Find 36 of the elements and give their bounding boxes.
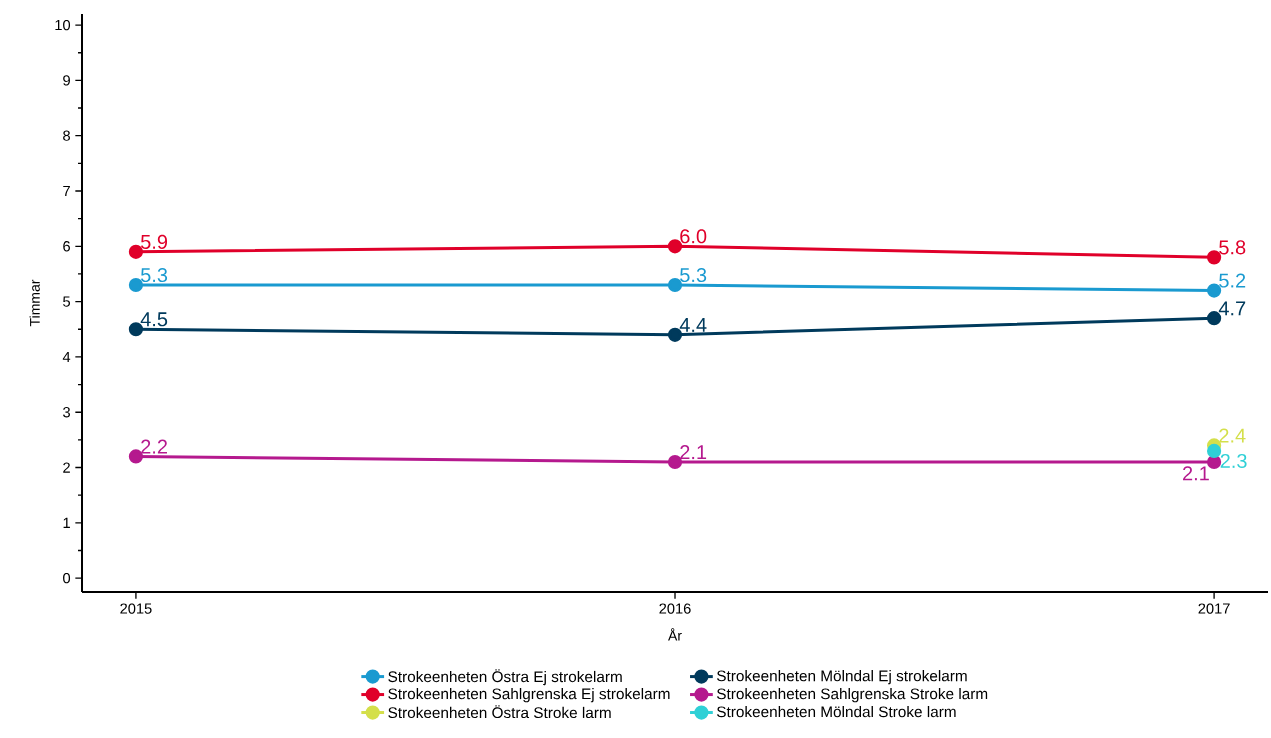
y-tick-label: 0 [63, 572, 71, 584]
data-label: 2.1 [680, 445, 707, 460]
data-label: 4.7 [1218, 301, 1246, 316]
y-tick-label: 2 [63, 462, 70, 473]
y-tick-label: 9 [63, 75, 70, 86]
y-tick-label: 10 [55, 19, 71, 31]
x-axis-title: År [668, 628, 682, 641]
data-label: 2.2 [141, 439, 167, 454]
data-label: 5.2 [1219, 273, 1246, 288]
x-tick-label: 2016 [659, 603, 691, 614]
data-label: 5.3 [140, 267, 168, 283]
legend-label: Strokeenheten Mölndal Stroke larm [716, 705, 956, 718]
legend-label: Strokeenheten Östra Ej strokelarm [388, 669, 622, 686]
data-label: 5.8 [1219, 240, 1246, 255]
y-axis-title: Timmar [29, 279, 40, 327]
y-tick-label: 8 [63, 130, 70, 141]
x-tick-label: 2017 [1198, 603, 1230, 614]
data-label: 2.1 [1183, 466, 1209, 481]
data-label: 4.5 [140, 312, 168, 327]
data-label: 6.0 [680, 229, 707, 244]
data-label: 2.4 [1219, 428, 1246, 443]
y-tick-label: 1 [63, 517, 70, 528]
legend-label: Strokeenheten Östra Stroke larm [388, 705, 611, 719]
y-tick-label: 3 [63, 407, 70, 418]
legend-label: Strokeenheten Sahlgrenska Ej strokelarm [388, 688, 670, 703]
legend-label: Strokeenheten Sahlgrenska Stroke larm [716, 688, 988, 703]
data-label: 5.9 [140, 234, 168, 249]
y-tick-label: 7 [63, 185, 70, 197]
data-label: 2.3 [1220, 453, 1247, 469]
y-tick-label: 5 [63, 296, 71, 307]
y-tick-label: 4 [62, 351, 71, 362]
data-label: 5.3 [680, 267, 707, 283]
legend-label: Strokeenheten Mölndal Ej strokelarm [716, 670, 967, 685]
y-tick-label: 6 [63, 241, 70, 252]
x-tick-label: 2015 [120, 603, 152, 614]
data-label: 4.4 [679, 318, 707, 332]
